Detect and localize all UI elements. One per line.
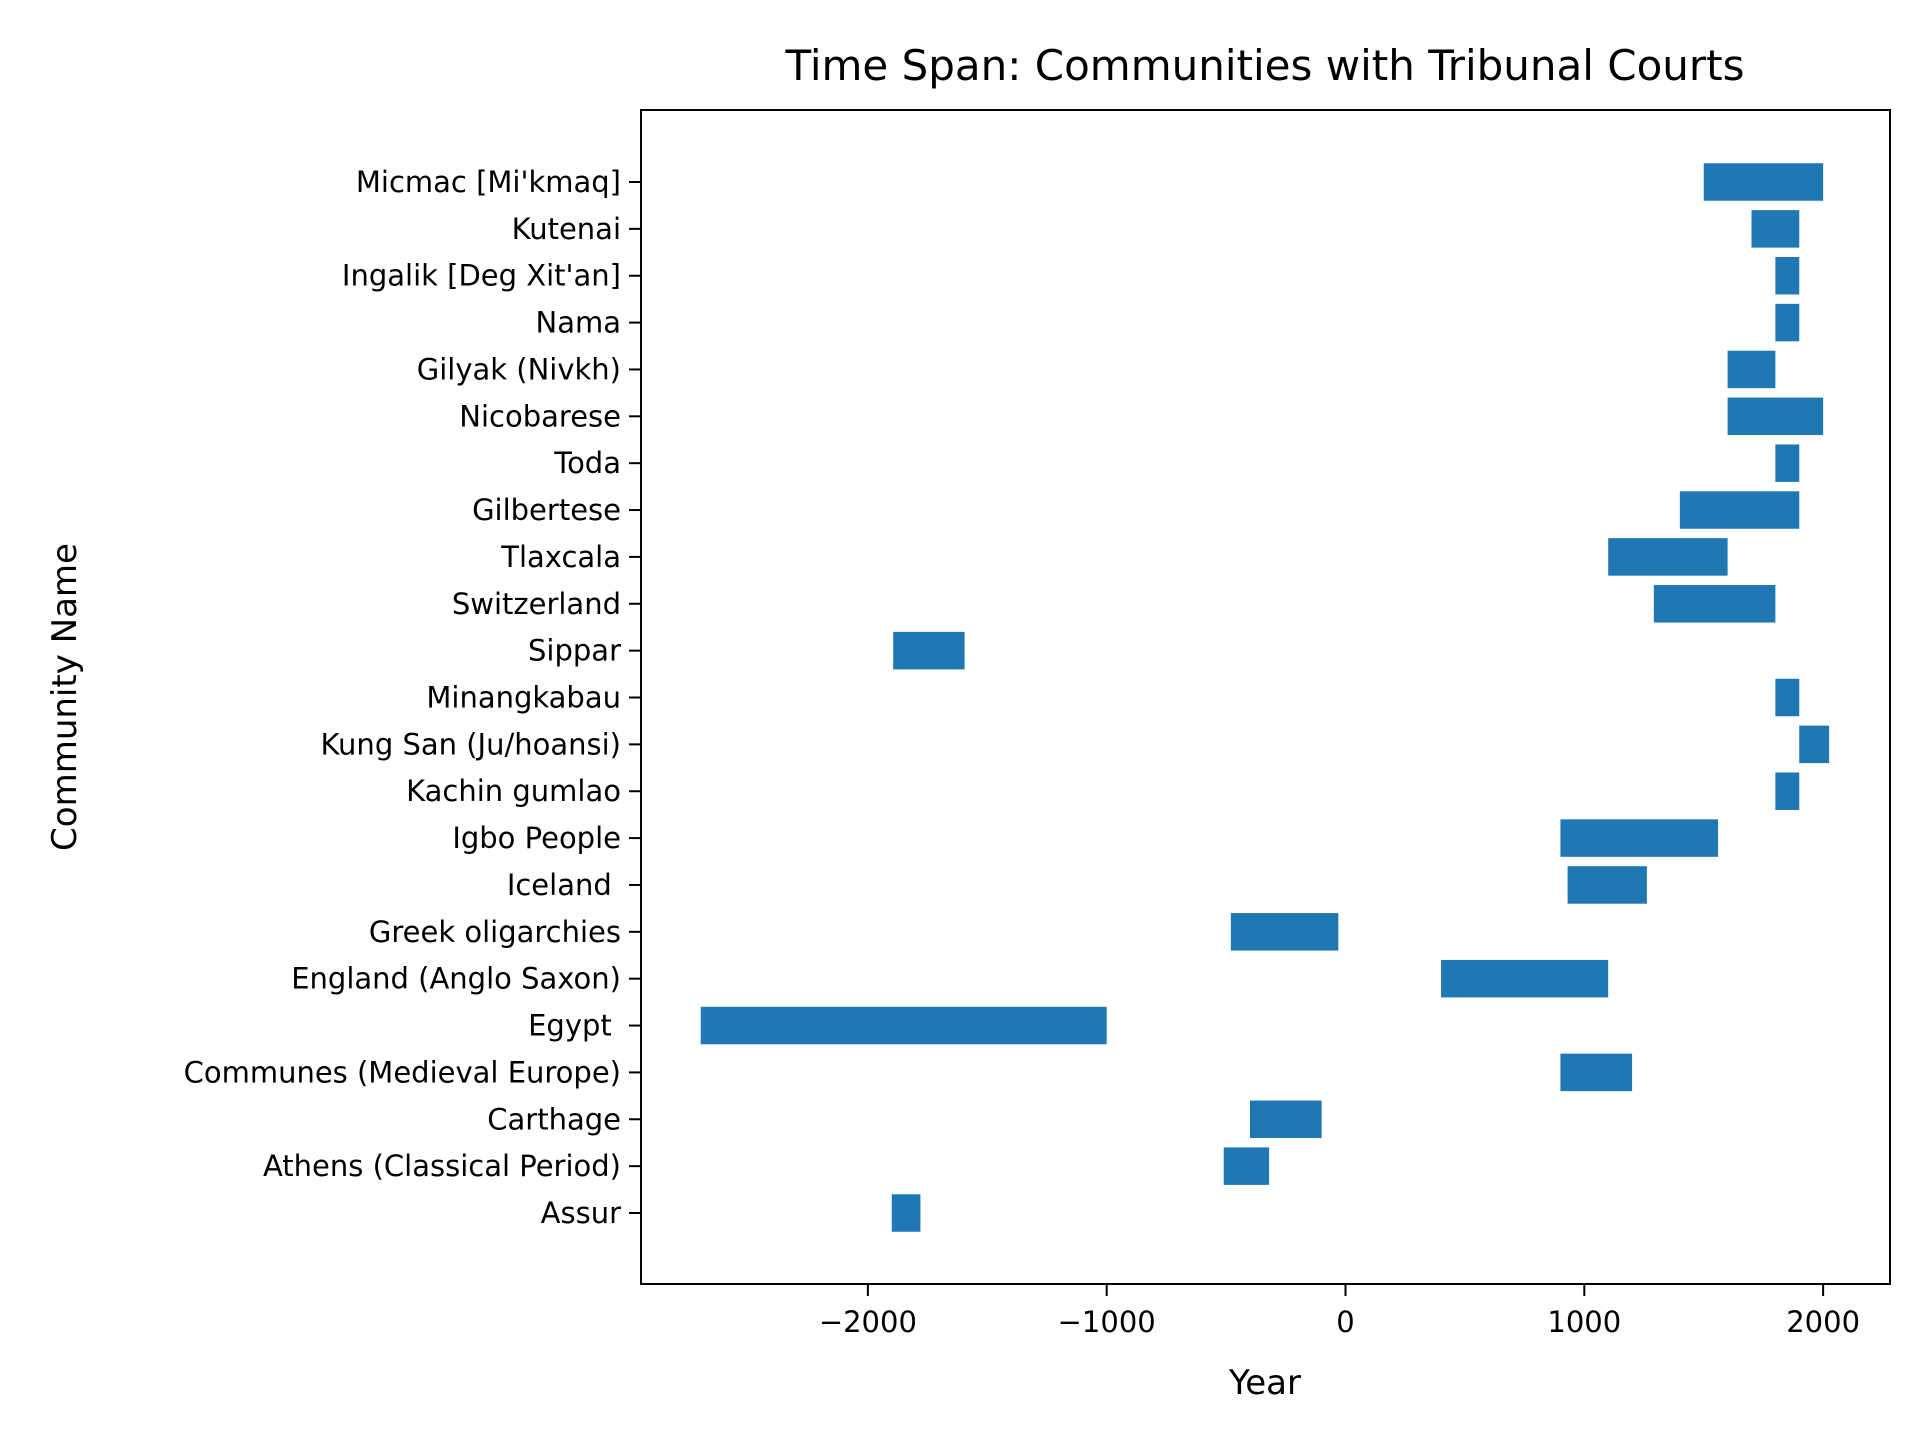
y-tick-label-5: England (Anglo Saxon) [291,962,621,996]
y-tick-label-12: Sippar [528,634,621,668]
y-tick-label-17: Nicobarese [459,399,621,433]
bar-14 [1608,538,1728,576]
bar-18 [1727,350,1776,389]
y-tick-label-8: Igbo People [452,821,621,855]
y-tick-label-21: Kutenai [512,212,621,246]
bar-7 [1567,866,1647,904]
bar-12 [893,631,965,670]
y-tick-label-2: Carthage [487,1102,621,1136]
x-tick-label-3: 1000 [1547,1305,1621,1339]
y-tick-label-6: Greek oligarchies [369,915,621,949]
bar-2 [1249,1100,1322,1139]
chart-title: Time Span: Communities with Tribunal Cou… [784,41,1744,90]
bar-16 [1775,444,1800,482]
y-tick-label-4: Egypt [528,1009,621,1043]
bar-1 [1223,1147,1270,1185]
y-axis-label: Community Name [45,543,85,851]
y-tick-label-18: Gilyak (Nivkh) [417,352,621,386]
bar-8 [1560,819,1719,857]
y-tick-label-19: Nama [536,306,622,340]
x-axis-label: Year [1228,1363,1301,1403]
bar-11 [1775,678,1800,717]
y-tick-label-14: Tlaxcala [500,540,621,574]
bar-10 [1799,725,1830,764]
y-tick-label-10: Kung San (Ju/hoansi) [320,727,621,761]
y-tick-label-15: Gilbertese [472,493,621,527]
y-tick-label-13: Switzerland [452,587,621,621]
x-tick-label-1: −1000 [1058,1305,1156,1339]
bar-13 [1653,585,1776,623]
x-tick-label-4: 2000 [1786,1305,1860,1339]
bar-22 [1703,163,1824,201]
y-axis-ticks: Assur Athens (Classical Period) Carthage Co… [184,165,641,1230]
bar-0 [891,1194,921,1232]
y-tick-label-16: Toda [553,446,621,480]
y-tick-label-9: Kachin gumlao [406,774,621,808]
bar-3 [1560,1053,1633,1092]
bar-6 [1230,913,1339,951]
x-tick-label-0: −2000 [819,1305,917,1339]
bar-9 [1775,772,1800,810]
bar-4 [700,1006,1107,1045]
bars-layer [700,163,1830,1232]
y-tick-label-20: Ingalik [Deg Xit'an] [342,259,621,293]
bar-20 [1775,256,1800,295]
bar-21 [1751,210,1800,248]
bar-19 [1775,303,1800,342]
bar-15 [1679,491,1800,529]
y-tick-label-7: Iceland [507,868,621,902]
y-tick-label-0: Assur [541,1196,621,1230]
bar-5 [1441,959,1609,998]
y-tick-label-1: Athens (Classical Period) [263,1149,621,1183]
y-tick-label-3: Communes (Medieval Europe) [184,1055,621,1089]
bar-17 [1727,397,1824,436]
x-axis-ticks: −2000 −1000 0 1000 2000 [819,1284,1860,1339]
y-tick-label-11: Minangkabau [426,681,621,715]
y-tick-label-22: Micmac [Mi'kmaq] [356,165,621,199]
x-tick-label-2: 0 [1336,1305,1354,1339]
